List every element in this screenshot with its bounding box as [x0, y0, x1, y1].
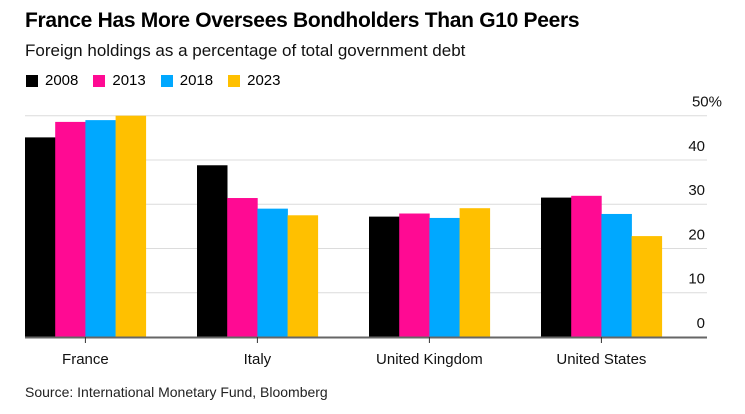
bar-united-kingdom-2008 — [369, 216, 400, 337]
category-label: France — [62, 351, 109, 368]
bar-france-2013 — [55, 121, 86, 338]
y-tick-label: 30 — [688, 182, 705, 199]
bar-united-kingdom-2023 — [459, 208, 491, 337]
legend-label: 2018 — [179, 72, 214, 89]
chart-title: France Has More Oversees Bondholders Tha… — [25, 9, 580, 32]
legend-label: 2013 — [112, 72, 146, 89]
category-label: United States — [556, 351, 646, 368]
legend-swatch — [26, 74, 38, 87]
y-axis: 0 10 20 30 40 50% — [688, 94, 722, 332]
bar-united-states-2018 — [601, 213, 632, 337]
y-tick-label: 10 — [688, 271, 705, 288]
bars — [25, 115, 663, 338]
x-axis — [25, 336, 707, 343]
y-tick-label: 50% — [692, 94, 722, 111]
legend-item-2018: 2018 — [160, 72, 214, 89]
legend-label: 2023 — [247, 72, 281, 89]
bar-italy-2023 — [287, 215, 319, 337]
bar-italy-2008 — [197, 165, 228, 337]
bar-france-2023 — [115, 115, 147, 337]
bar-united-states-2013 — [571, 195, 602, 337]
legend-label: 2008 — [45, 72, 79, 89]
y-tick-label: 20 — [688, 226, 705, 243]
category-labels: France Italy United Kingdom United States — [62, 351, 646, 368]
legend-swatch — [93, 74, 106, 87]
legend-item-2008: 2008 — [26, 72, 78, 89]
y-tick-label: 40 — [688, 138, 705, 155]
bar-united-kingdom-2018 — [429, 217, 460, 337]
y-tick-label: 0 — [697, 315, 705, 332]
bar-united-kingdom-2013 — [399, 213, 430, 337]
category-label: Italy — [244, 351, 272, 368]
legend: 2008 2013 2018 2023 — [26, 72, 296, 89]
legend-item-2013: 2013 — [93, 72, 146, 89]
bar-italy-2013 — [227, 198, 258, 337]
bar-italy-2018 — [257, 208, 288, 337]
legend-item-2023: 2023 — [228, 72, 281, 89]
category-label: United Kingdom — [376, 351, 483, 368]
legend-swatch — [228, 74, 241, 87]
source-note: Source: International Monetary Fund, Blo… — [25, 384, 328, 400]
chart-subtitle: Foreign holdings as a percentage of tota… — [25, 41, 466, 60]
bar-france-2008 — [25, 137, 56, 337]
legend-swatch — [160, 74, 173, 87]
bar-france-2018 — [85, 120, 116, 337]
bar-united-states-2023 — [631, 236, 663, 337]
bar-united-states-2008 — [541, 197, 572, 337]
